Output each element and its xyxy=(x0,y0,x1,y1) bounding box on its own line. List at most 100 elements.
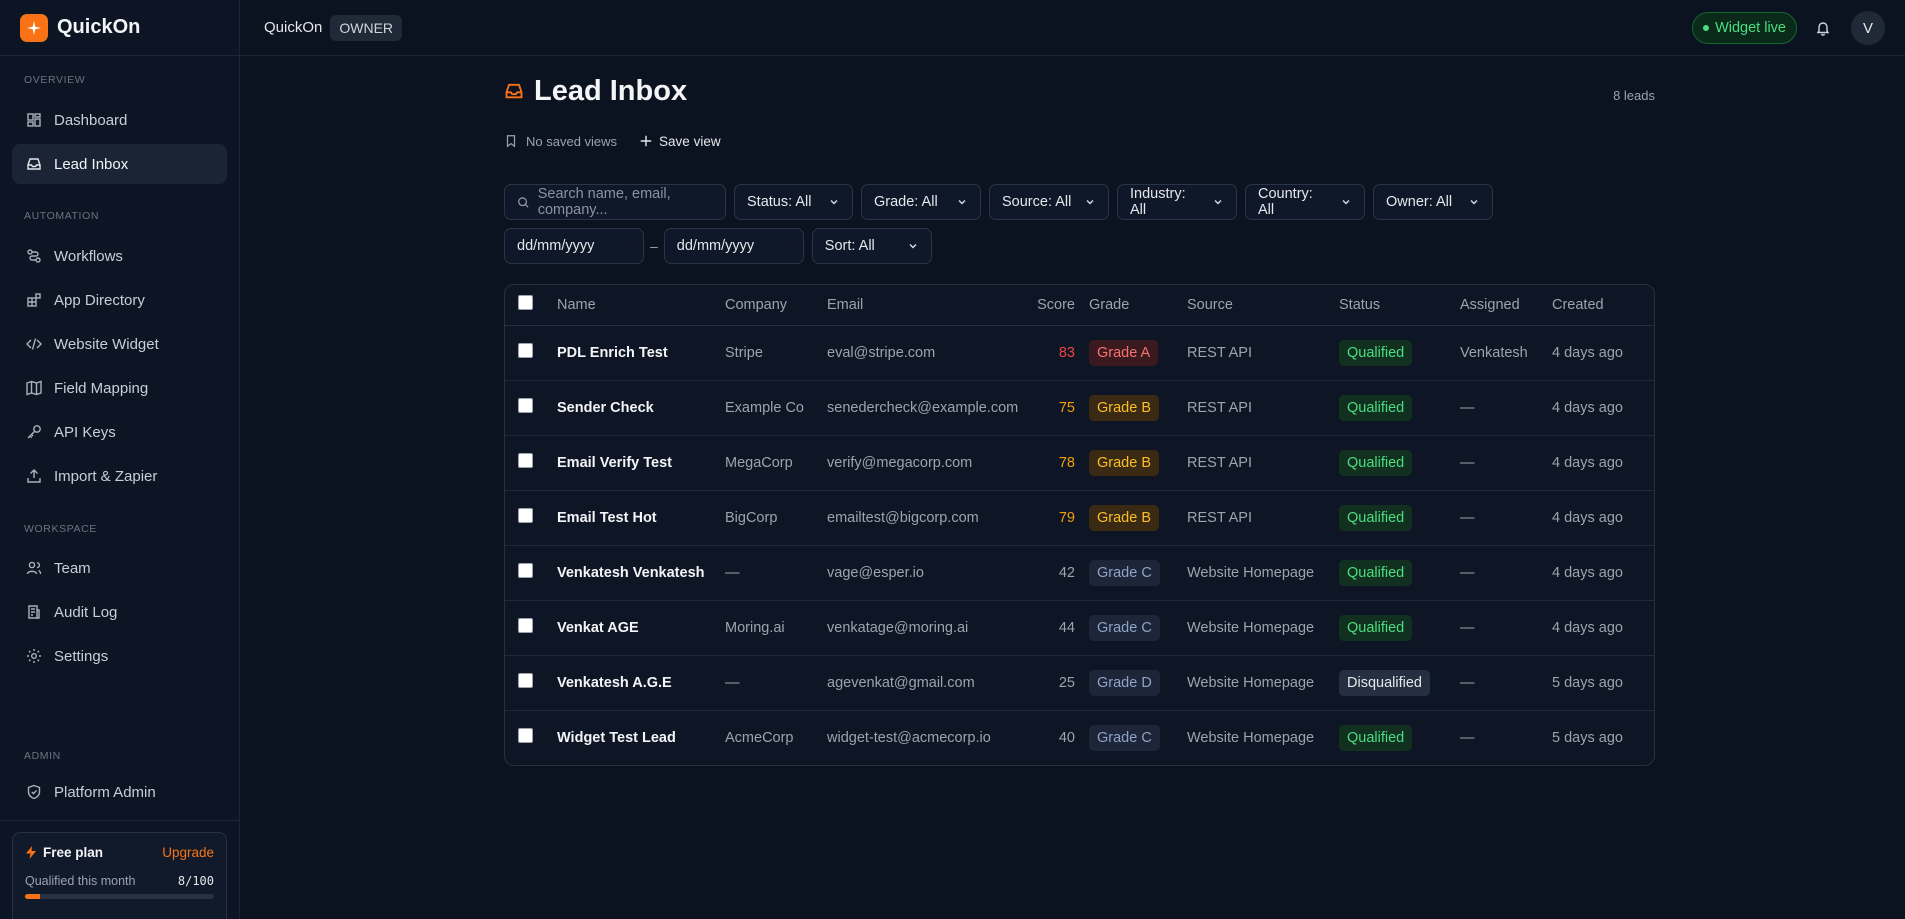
lead-score: 42 xyxy=(1027,545,1089,601)
plan-name: Free plan xyxy=(25,845,103,860)
lead-assigned: — xyxy=(1460,435,1552,491)
column-header[interactable]: Name xyxy=(557,285,725,326)
sidebar-item-label: Website Widget xyxy=(54,335,159,353)
brand[interactable]: QuickOn xyxy=(0,0,239,56)
sidebar-item-api-keys[interactable]: API Keys xyxy=(12,412,227,452)
brand-name: QuickOn xyxy=(57,16,141,38)
lead-name[interactable]: Sender Check xyxy=(557,380,725,436)
lead-name[interactable]: Email Test Hot xyxy=(557,490,725,546)
lead-score: 79 xyxy=(1027,490,1089,546)
column-header[interactable]: Source xyxy=(1187,285,1339,326)
sidebar-item-label: Audit Log xyxy=(54,603,118,621)
lead-email: emailtest@bigcorp.com xyxy=(827,490,1027,546)
bell-icon[interactable] xyxy=(1813,18,1833,38)
date-to-input[interactable]: dd/mm/yyyy xyxy=(663,228,804,264)
grade-filter[interactable]: Grade: All xyxy=(861,184,981,220)
row-checkbox[interactable] xyxy=(505,600,557,656)
column-header[interactable]: Status xyxy=(1339,285,1460,326)
users-icon xyxy=(26,561,42,575)
row-checkbox[interactable] xyxy=(505,655,557,711)
sidebar-item-import-zapier[interactable]: Import & Zapier xyxy=(12,456,227,496)
lead-name[interactable]: PDL Enrich Test xyxy=(557,325,725,381)
row-checkbox[interactable] xyxy=(505,490,557,546)
lead-name[interactable]: Venkatesh A.G.E xyxy=(557,655,725,711)
industry-filter[interactable]: Industry: All xyxy=(1117,184,1237,220)
save-view-button[interactable]: Save view xyxy=(659,133,721,149)
column-header[interactable]: Assigned xyxy=(1460,285,1552,326)
sidebar-item-label: Import & Zapier xyxy=(54,467,158,485)
column-header[interactable]: Company xyxy=(725,285,827,326)
lead-assigned: — xyxy=(1460,729,1475,746)
saved-views-bar: No saved views Save view xyxy=(504,126,1655,156)
shield-icon xyxy=(27,784,41,800)
search-input[interactable]: Search name, email, company... xyxy=(504,184,726,220)
sidebar-item-dashboard[interactable]: Dashboard xyxy=(12,100,227,140)
table-row[interactable]: Sender Check Example Co senedercheck@examp… xyxy=(505,380,1654,436)
source-filter[interactable]: Source: All xyxy=(989,184,1109,220)
table-row[interactable]: Venkatesh A.G.E — agevenkat@gmail.com 25 Gra… xyxy=(505,655,1654,711)
table-row[interactable]: PDL Enrich Test Stripe eval@stripe.com 83 Gr… xyxy=(505,325,1654,381)
lead-name[interactable]: Venkatesh Venkatesh xyxy=(557,545,725,601)
lead-score: 75 xyxy=(1027,380,1089,436)
main-content: Lead Inbox 8 leads No saved views Save v… xyxy=(504,56,1655,766)
sidebar-item-label: Dashboard xyxy=(54,111,128,129)
lead-name[interactable]: Email Verify Test xyxy=(557,435,725,491)
lead-status-cell: Qualified xyxy=(1339,380,1460,436)
workspace-name[interactable]: QuickOn xyxy=(264,19,323,36)
date-from-input[interactable]: dd/mm/yyyy xyxy=(504,228,644,264)
sidebar-item-platform-admin[interactable]: Platform Admin xyxy=(12,772,227,812)
lead-name[interactable]: Widget Test Lead xyxy=(557,729,676,746)
row-checkbox[interactable] xyxy=(505,545,557,601)
avatar[interactable]: V xyxy=(1851,11,1885,45)
column-header[interactable]: Email xyxy=(827,285,1027,326)
sidebar-item-label: Field Mapping xyxy=(54,379,149,397)
sidebar-item-settings[interactable]: Settings xyxy=(12,636,227,676)
status-badge: Qualified xyxy=(1339,724,1413,751)
row-checkbox[interactable] xyxy=(505,380,557,436)
plus-icon[interactable] xyxy=(639,134,653,148)
widget-status-badge[interactable]: Widget live xyxy=(1692,12,1797,44)
grade-badge: Grade B xyxy=(1089,449,1159,476)
table-row[interactable]: Venkatesh Venkatesh — vage@esper.io 42 Grade… xyxy=(505,545,1654,601)
lead-email: agevenkat@gmail.com xyxy=(827,655,1027,711)
sidebar-item-audit-log[interactable]: Audit Log xyxy=(12,592,227,632)
section-label-automation: AUTOMATION xyxy=(24,210,100,222)
status-filter[interactable]: Status: All xyxy=(734,184,853,220)
section-label-workspace: WORKSPACE xyxy=(24,523,97,535)
column-header[interactable]: Created xyxy=(1552,285,1654,326)
sidebar-item-team[interactable]: Team xyxy=(12,548,227,588)
lead-company: Stripe xyxy=(725,325,827,381)
row-checkbox[interactable] xyxy=(505,325,557,381)
lead-created: 4 days ago xyxy=(1552,600,1654,656)
status-badge: Qualified xyxy=(1339,394,1413,421)
apps-icon xyxy=(27,293,41,307)
lead-created: 4 days ago xyxy=(1552,490,1654,546)
table-row[interactable]: Email Test Hot BigCorp emailtest@bigcorp.c… xyxy=(505,490,1654,546)
sidebar-item-lead-inbox[interactable]: Lead Inbox xyxy=(12,144,227,184)
select-all-checkbox[interactable] xyxy=(505,285,557,326)
code-icon xyxy=(26,338,42,350)
sidebar-item-label: Team xyxy=(54,559,91,577)
sidebar-item-workflows[interactable]: Workflows xyxy=(12,236,227,276)
lead-name[interactable]: Venkat AGE xyxy=(557,600,725,656)
row-checkbox[interactable] xyxy=(505,710,557,765)
page-header: Lead Inbox 8 leads xyxy=(504,56,1655,126)
country-filter[interactable]: Country: All xyxy=(1245,184,1365,220)
column-header[interactable]: Grade xyxy=(1089,285,1187,326)
grade-badge: Grade C xyxy=(1089,559,1160,586)
sidebar-item-field-mapping[interactable]: Field Mapping xyxy=(12,368,227,408)
table-row[interactable]: Venkat AGE Moring.ai venkatage@moring.ai 44… xyxy=(505,600,1654,656)
table-row[interactable]: Widget Test Lead AcmeCorp widget-test@acme… xyxy=(505,710,1654,765)
grade-badge: Grade B xyxy=(1089,504,1159,531)
sidebar-item-app-directory[interactable]: App Directory xyxy=(12,280,227,320)
grade-filter-label: Grade: All xyxy=(874,194,938,210)
row-checkbox[interactable] xyxy=(505,435,557,491)
sort-select[interactable]: Sort: All xyxy=(811,228,932,264)
role-badge: OWNER xyxy=(330,14,403,41)
sidebar-item-website-widget[interactable]: Website Widget xyxy=(12,324,227,364)
table-row[interactable]: Email Verify Test MegaCorp verify@megacorp… xyxy=(505,435,1654,491)
sidebar-divider xyxy=(0,820,240,821)
owner-filter[interactable]: Owner: All xyxy=(1373,184,1493,220)
upgrade-link[interactable]: Upgrade xyxy=(162,845,214,860)
column-header[interactable]: Score xyxy=(1027,285,1089,326)
